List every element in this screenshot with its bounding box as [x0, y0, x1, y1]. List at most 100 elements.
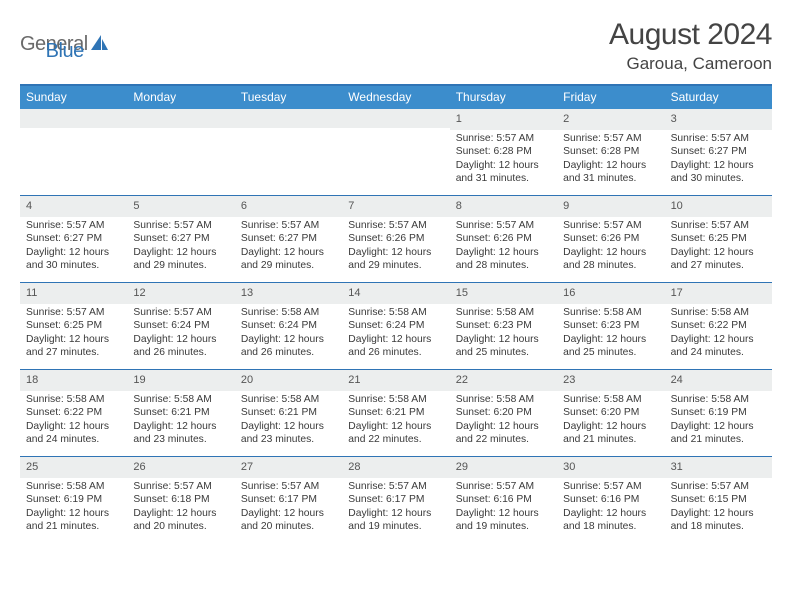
sunset-line: Sunset: 6:27 PM: [133, 232, 228, 246]
sunrise-line: Sunrise: 5:58 AM: [671, 393, 766, 407]
weekday-header: Monday: [127, 86, 234, 109]
day-data: Sunrise: 5:58 AMSunset: 6:23 PMDaylight:…: [450, 304, 557, 364]
daylight-line: Daylight: 12 hours and 21 minutes.: [26, 507, 121, 534]
day-cell: 7Sunrise: 5:57 AMSunset: 6:26 PMDaylight…: [342, 196, 449, 282]
daylight-line: Daylight: 12 hours and 18 minutes.: [671, 507, 766, 534]
daylight-line: Daylight: 12 hours and 26 minutes.: [241, 333, 336, 360]
daylight-line: Daylight: 12 hours and 31 minutes.: [456, 159, 551, 186]
day-number: 22: [450, 370, 557, 391]
sunrise-line: Sunrise: 5:58 AM: [348, 306, 443, 320]
daylight-line: Daylight: 12 hours and 22 minutes.: [456, 420, 551, 447]
title-block: August 2024 Garoua, Cameroon: [609, 18, 772, 74]
day-data: Sunrise: 5:57 AMSunset: 6:27 PMDaylight:…: [127, 217, 234, 277]
day-number: 8: [450, 196, 557, 217]
daylight-line: Daylight: 12 hours and 31 minutes.: [563, 159, 658, 186]
sunrise-line: Sunrise: 5:58 AM: [241, 393, 336, 407]
day-number: 25: [20, 457, 127, 478]
day-number: [235, 109, 342, 128]
sunset-line: Sunset: 6:27 PM: [671, 145, 766, 159]
sunrise-line: Sunrise: 5:58 AM: [563, 393, 658, 407]
day-data: Sunrise: 5:57 AMSunset: 6:28 PMDaylight:…: [450, 130, 557, 190]
day-cell: 22Sunrise: 5:58 AMSunset: 6:20 PMDayligh…: [450, 370, 557, 456]
day-number: 30: [557, 457, 664, 478]
daylight-line: Daylight: 12 hours and 25 minutes.: [563, 333, 658, 360]
sunrise-line: Sunrise: 5:57 AM: [563, 480, 658, 494]
week-row: 4Sunrise: 5:57 AMSunset: 6:27 PMDaylight…: [20, 196, 772, 283]
sunrise-line: Sunrise: 5:57 AM: [671, 132, 766, 146]
sunset-line: Sunset: 6:27 PM: [26, 232, 121, 246]
day-data: Sunrise: 5:57 AMSunset: 6:26 PMDaylight:…: [342, 217, 449, 277]
day-number: 11: [20, 283, 127, 304]
empty-cell: [20, 109, 127, 195]
weekday-header-row: SundayMondayTuesdayWednesdayThursdayFrid…: [20, 86, 772, 109]
day-data: Sunrise: 5:57 AMSunset: 6:27 PMDaylight:…: [665, 130, 772, 190]
sunrise-line: Sunrise: 5:57 AM: [456, 480, 551, 494]
sunset-line: Sunset: 6:26 PM: [348, 232, 443, 246]
day-cell: 21Sunrise: 5:58 AMSunset: 6:21 PMDayligh…: [342, 370, 449, 456]
day-data: Sunrise: 5:57 AMSunset: 6:27 PMDaylight:…: [235, 217, 342, 277]
sunrise-line: Sunrise: 5:57 AM: [671, 219, 766, 233]
sunrise-line: Sunrise: 5:57 AM: [456, 219, 551, 233]
day-number: 17: [665, 283, 772, 304]
day-data: Sunrise: 5:57 AMSunset: 6:16 PMDaylight:…: [557, 478, 664, 538]
daylight-line: Daylight: 12 hours and 29 minutes.: [348, 246, 443, 273]
sunrise-line: Sunrise: 5:57 AM: [456, 132, 551, 146]
empty-cell: [342, 109, 449, 195]
day-cell: 20Sunrise: 5:58 AMSunset: 6:21 PMDayligh…: [235, 370, 342, 456]
daylight-line: Daylight: 12 hours and 28 minutes.: [563, 246, 658, 273]
sunset-line: Sunset: 6:21 PM: [241, 406, 336, 420]
day-cell: 27Sunrise: 5:57 AMSunset: 6:17 PMDayligh…: [235, 457, 342, 543]
week-row: 25Sunrise: 5:58 AMSunset: 6:19 PMDayligh…: [20, 457, 772, 543]
day-cell: 16Sunrise: 5:58 AMSunset: 6:23 PMDayligh…: [557, 283, 664, 369]
day-data: Sunrise: 5:57 AMSunset: 6:18 PMDaylight:…: [127, 478, 234, 538]
calendar-page: General Blue August 2024 Garoua, Cameroo…: [0, 0, 792, 555]
day-number: 7: [342, 196, 449, 217]
day-data: Sunrise: 5:57 AMSunset: 6:26 PMDaylight:…: [450, 217, 557, 277]
day-number: 12: [127, 283, 234, 304]
daylight-line: Daylight: 12 hours and 27 minutes.: [671, 246, 766, 273]
day-data: Sunrise: 5:57 AMSunset: 6:16 PMDaylight:…: [450, 478, 557, 538]
week-row: 1Sunrise: 5:57 AMSunset: 6:28 PMDaylight…: [20, 109, 772, 196]
sunset-line: Sunset: 6:28 PM: [456, 145, 551, 159]
day-number: 23: [557, 370, 664, 391]
month-title: August 2024: [609, 18, 772, 52]
location: Garoua, Cameroon: [609, 54, 772, 74]
daylight-line: Daylight: 12 hours and 21 minutes.: [563, 420, 658, 447]
day-data: Sunrise: 5:58 AMSunset: 6:21 PMDaylight:…: [127, 391, 234, 451]
sunrise-line: Sunrise: 5:58 AM: [348, 393, 443, 407]
daylight-line: Daylight: 12 hours and 29 minutes.: [241, 246, 336, 273]
day-data: Sunrise: 5:58 AMSunset: 6:21 PMDaylight:…: [235, 391, 342, 451]
day-data: Sunrise: 5:58 AMSunset: 6:24 PMDaylight:…: [235, 304, 342, 364]
daylight-line: Daylight: 12 hours and 30 minutes.: [26, 246, 121, 273]
header: General Blue August 2024 Garoua, Cameroo…: [20, 18, 772, 74]
sunset-line: Sunset: 6:24 PM: [348, 319, 443, 333]
day-number: 1: [450, 109, 557, 130]
day-data: Sunrise: 5:58 AMSunset: 6:21 PMDaylight:…: [342, 391, 449, 451]
day-data: Sunrise: 5:57 AMSunset: 6:25 PMDaylight:…: [665, 217, 772, 277]
day-number: 10: [665, 196, 772, 217]
sunrise-line: Sunrise: 5:57 AM: [671, 480, 766, 494]
sunset-line: Sunset: 6:21 PM: [348, 406, 443, 420]
sunset-line: Sunset: 6:21 PM: [133, 406, 228, 420]
weekday-header: Thursday: [450, 86, 557, 109]
sunrise-line: Sunrise: 5:57 AM: [26, 306, 121, 320]
day-data: Sunrise: 5:57 AMSunset: 6:17 PMDaylight:…: [235, 478, 342, 538]
weeks-container: 1Sunrise: 5:57 AMSunset: 6:28 PMDaylight…: [20, 109, 772, 543]
daylight-line: Daylight: 12 hours and 23 minutes.: [241, 420, 336, 447]
sunrise-line: Sunrise: 5:58 AM: [456, 393, 551, 407]
sunrise-line: Sunrise: 5:57 AM: [241, 480, 336, 494]
day-data: Sunrise: 5:57 AMSunset: 6:27 PMDaylight:…: [20, 217, 127, 277]
day-cell: 1Sunrise: 5:57 AMSunset: 6:28 PMDaylight…: [450, 109, 557, 195]
weekday-header: Saturday: [665, 86, 772, 109]
day-number: 28: [342, 457, 449, 478]
sunrise-line: Sunrise: 5:57 AM: [133, 306, 228, 320]
day-number: 13: [235, 283, 342, 304]
week-row: 11Sunrise: 5:57 AMSunset: 6:25 PMDayligh…: [20, 283, 772, 370]
day-cell: 26Sunrise: 5:57 AMSunset: 6:18 PMDayligh…: [127, 457, 234, 543]
brand-sail-icon: [90, 33, 110, 56]
sunrise-line: Sunrise: 5:57 AM: [241, 219, 336, 233]
day-number: 3: [665, 109, 772, 130]
day-number: 9: [557, 196, 664, 217]
calendar-grid: SundayMondayTuesdayWednesdayThursdayFrid…: [20, 84, 772, 543]
sunrise-line: Sunrise: 5:58 AM: [563, 306, 658, 320]
